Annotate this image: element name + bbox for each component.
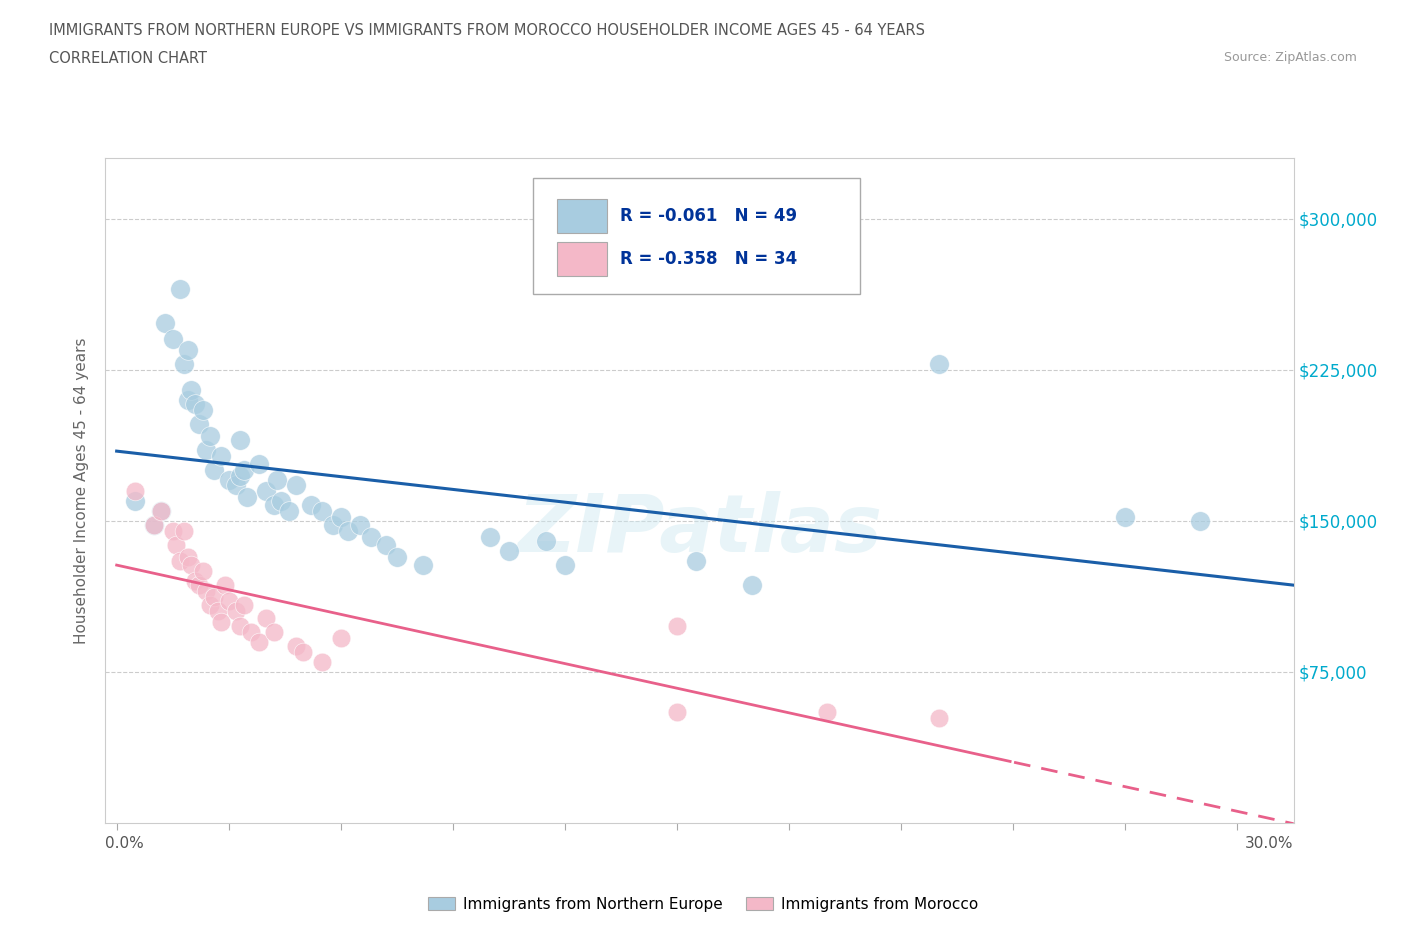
Point	[270, 493, 292, 508]
Point	[195, 443, 218, 458]
Bar	[557, 242, 607, 276]
Point	[180, 558, 202, 573]
Point	[277, 503, 299, 518]
Point	[232, 598, 254, 613]
Point	[666, 618, 689, 633]
Point	[155, 316, 177, 331]
Point	[266, 473, 288, 488]
Point	[1114, 510, 1136, 525]
Bar	[557, 199, 607, 233]
Point	[143, 517, 166, 532]
Point	[162, 332, 184, 347]
FancyBboxPatch shape	[533, 178, 860, 295]
Point	[329, 631, 352, 645]
Point	[815, 705, 838, 720]
Point	[412, 558, 434, 573]
Point	[285, 477, 308, 492]
Point	[150, 503, 173, 518]
Point	[187, 578, 209, 592]
Point	[1189, 513, 1212, 528]
Point	[180, 382, 202, 397]
Text: IMMIGRANTS FROM NORTHERN EUROPE VS IMMIGRANTS FROM MOROCCO HOUSEHOLDER INCOME AG: IMMIGRANTS FROM NORTHERN EUROPE VS IMMIG…	[49, 23, 925, 38]
Text: R = -0.061   N = 49: R = -0.061 N = 49	[620, 207, 797, 225]
Point	[479, 529, 502, 544]
Point	[143, 517, 166, 532]
Text: 30.0%: 30.0%	[1246, 836, 1294, 851]
Point	[554, 558, 576, 573]
Text: Source: ZipAtlas.com: Source: ZipAtlas.com	[1223, 51, 1357, 64]
Legend: Immigrants from Northern Europe, Immigrants from Morocco: Immigrants from Northern Europe, Immigra…	[422, 890, 984, 918]
Point	[169, 553, 191, 568]
Point	[685, 553, 707, 568]
Point	[225, 604, 247, 619]
Point	[184, 396, 207, 411]
Point	[195, 584, 218, 599]
Point	[124, 493, 146, 508]
Point	[498, 544, 520, 559]
Point	[214, 578, 236, 592]
Point	[928, 356, 950, 371]
Point	[209, 614, 232, 629]
Point	[202, 463, 225, 478]
Point	[385, 550, 408, 565]
Text: CORRELATION CHART: CORRELATION CHART	[49, 51, 207, 66]
Point	[374, 538, 396, 552]
Point	[229, 618, 252, 633]
Point	[124, 484, 146, 498]
Point	[322, 517, 344, 532]
Point	[225, 477, 247, 492]
Point	[202, 590, 225, 604]
Point	[198, 429, 221, 444]
Point	[169, 282, 191, 297]
Point	[229, 432, 252, 447]
Point	[329, 510, 352, 525]
Point	[247, 457, 270, 472]
Point	[165, 538, 187, 552]
Point	[191, 564, 214, 578]
Point	[928, 711, 950, 725]
Point	[311, 655, 333, 670]
Point	[176, 342, 198, 357]
Point	[176, 392, 198, 407]
Point	[209, 449, 232, 464]
Point	[198, 598, 221, 613]
Point	[292, 644, 315, 659]
Point	[236, 489, 259, 504]
Point	[360, 529, 382, 544]
Point	[536, 534, 558, 549]
Point	[232, 463, 254, 478]
Point	[173, 524, 195, 538]
Point	[666, 705, 689, 720]
Point	[207, 604, 229, 619]
Point	[187, 417, 209, 432]
Point	[263, 498, 285, 512]
Point	[191, 403, 214, 418]
Point	[299, 498, 322, 512]
Point	[184, 574, 207, 589]
Point	[247, 634, 270, 649]
Point	[162, 524, 184, 538]
Point	[741, 578, 763, 592]
Point	[285, 638, 308, 653]
Point	[173, 356, 195, 371]
Y-axis label: Householder Income Ages 45 - 64 years: Householder Income Ages 45 - 64 years	[75, 338, 90, 644]
Text: ZIPatlas: ZIPatlas	[517, 491, 882, 569]
Point	[218, 473, 240, 488]
Point	[176, 550, 198, 565]
Point	[254, 610, 277, 625]
Point	[349, 517, 371, 532]
Point	[150, 503, 173, 518]
Point	[218, 594, 240, 609]
Point	[263, 624, 285, 639]
Point	[311, 503, 333, 518]
Text: R = -0.358   N = 34: R = -0.358 N = 34	[620, 250, 797, 268]
Point	[254, 484, 277, 498]
Text: 0.0%: 0.0%	[105, 836, 145, 851]
Point	[229, 469, 252, 484]
Point	[240, 624, 263, 639]
Point	[337, 524, 360, 538]
